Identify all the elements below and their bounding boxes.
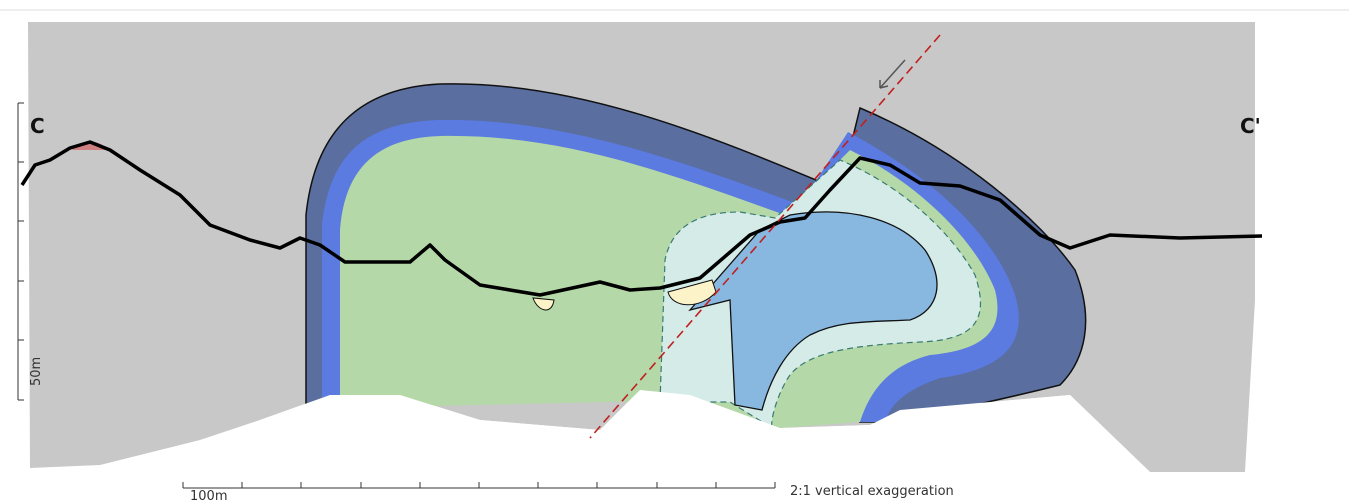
page: {"section": {"left_label": "C", "right_l… <box>0 0 1349 501</box>
vertical-scale <box>18 103 24 400</box>
scale-ticks <box>183 482 775 488</box>
vertical-scale-label: 50m <box>29 357 44 386</box>
section-start-label: C <box>30 114 45 138</box>
white-overburden <box>200 390 1150 480</box>
exaggeration-note: 2:1 vertical exaggeration <box>790 484 954 499</box>
section-end-label: C' <box>1240 114 1261 138</box>
cross-section: C C' 50m 100m 2:1 vertical exaggeration <box>0 0 1349 501</box>
horizontal-scale-label: 100m <box>190 489 227 501</box>
horizontal-scale <box>183 482 775 488</box>
